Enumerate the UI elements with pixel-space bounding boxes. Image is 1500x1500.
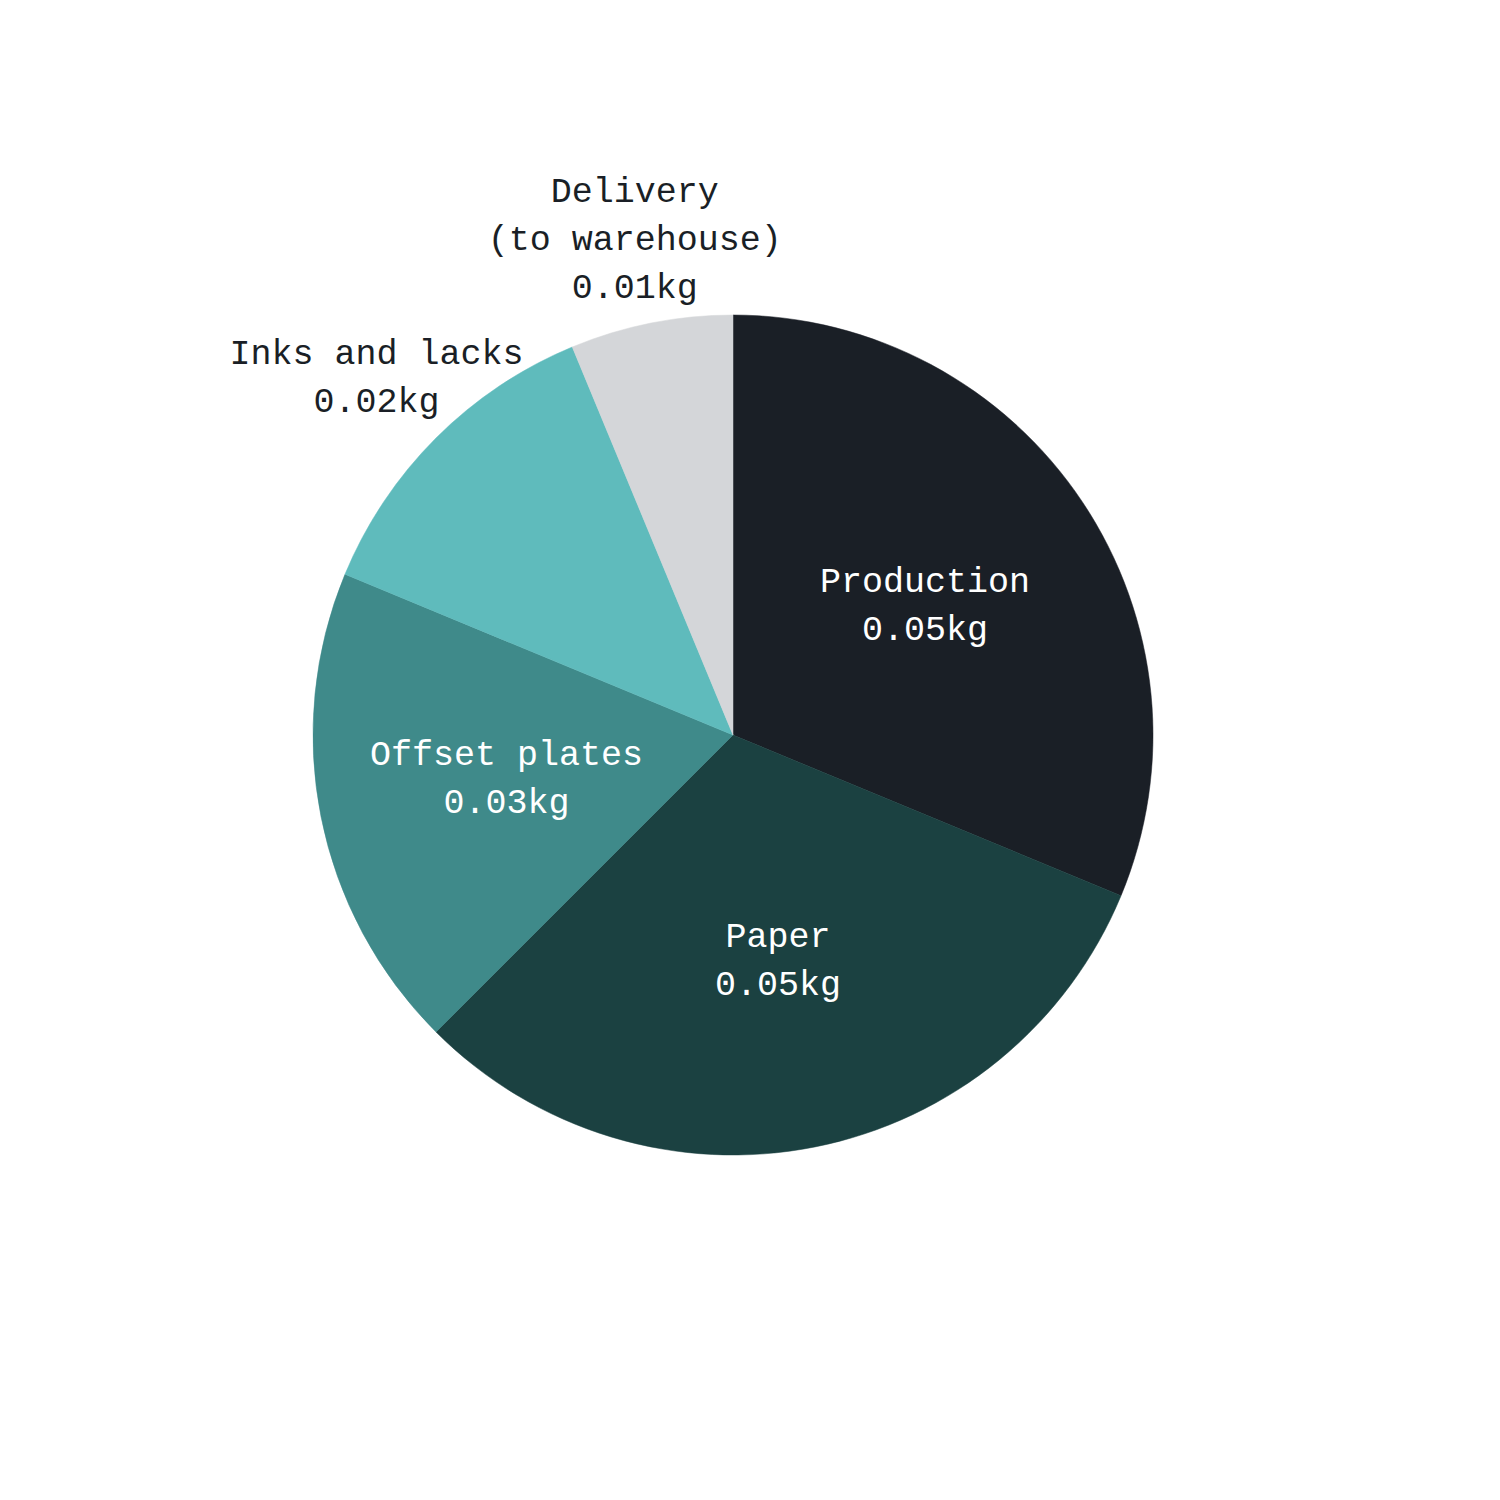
category-label: Paper bbox=[726, 918, 831, 958]
value-label: 0.02kg bbox=[314, 383, 440, 423]
slices bbox=[313, 315, 1153, 1155]
category-label: Offset plates bbox=[370, 736, 643, 776]
pie-slice bbox=[436, 735, 1121, 1155]
category-label: Inks and lacks bbox=[230, 335, 524, 375]
labels: Production 0.05kg Paper 0.05kg Offset plates… bbox=[230, 173, 1031, 1006]
value-label: 0.03kg bbox=[443, 784, 569, 824]
slice-label: Delivery (to warehouse) 0.01kg bbox=[488, 173, 782, 309]
value-label: 0.05kg bbox=[715, 966, 841, 1006]
category-label: (to warehouse) bbox=[488, 221, 782, 261]
slice-label: Inks and lacks 0.02kg bbox=[230, 335, 524, 423]
pie-slice bbox=[572, 315, 733, 735]
slice-label: Paper 0.05kg bbox=[715, 918, 841, 1006]
pie-chart: Production 0.05kg Paper 0.05kg Offset plates… bbox=[0, 0, 1500, 1500]
slice-label: Production 0.05kg bbox=[820, 563, 1030, 651]
slice-label: Offset plates 0.03kg bbox=[370, 736, 643, 824]
value-label: 0.05kg bbox=[862, 611, 988, 651]
value-label: 0.01kg bbox=[572, 269, 698, 309]
category-label: Production bbox=[820, 563, 1030, 603]
category-label: Delivery bbox=[551, 173, 719, 213]
chart-container: Production 0.05kg Paper 0.05kg Offset plates… bbox=[0, 0, 1500, 1500]
